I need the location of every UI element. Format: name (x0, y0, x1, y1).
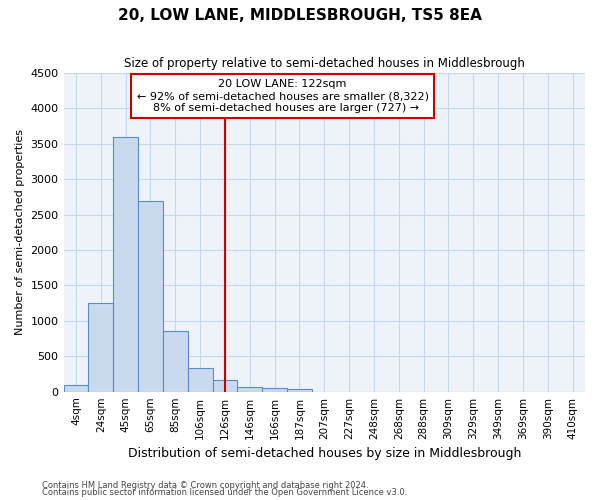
Text: Contains HM Land Registry data © Crown copyright and database right 2024.: Contains HM Land Registry data © Crown c… (42, 480, 368, 490)
Bar (238, 387, 262, 392)
Bar (262, 388, 287, 392)
Bar (212, 380, 238, 392)
Y-axis label: Number of semi-detached properties: Number of semi-detached properties (15, 130, 25, 336)
Text: Contains public sector information licensed under the Open Government Licence v3: Contains public sector information licen… (42, 488, 407, 497)
Bar (287, 389, 312, 392)
Bar (163, 332, 188, 392)
Bar (64, 384, 88, 392)
Bar (113, 137, 138, 392)
Title: Size of property relative to semi-detached houses in Middlesbrough: Size of property relative to semi-detach… (124, 58, 525, 70)
X-axis label: Distribution of semi-detached houses by size in Middlesbrough: Distribution of semi-detached houses by … (128, 447, 521, 460)
Bar (88, 303, 113, 392)
Text: 20 LOW LANE: 122sqm  
← 92% of semi-detached houses are smaller (8,322)
  8% of : 20 LOW LANE: 122sqm ← 92% of semi-detach… (137, 80, 428, 112)
Bar (138, 200, 163, 392)
Text: 20, LOW LANE, MIDDLESBROUGH, TS5 8EA: 20, LOW LANE, MIDDLESBROUGH, TS5 8EA (118, 8, 482, 22)
Bar (188, 368, 212, 392)
